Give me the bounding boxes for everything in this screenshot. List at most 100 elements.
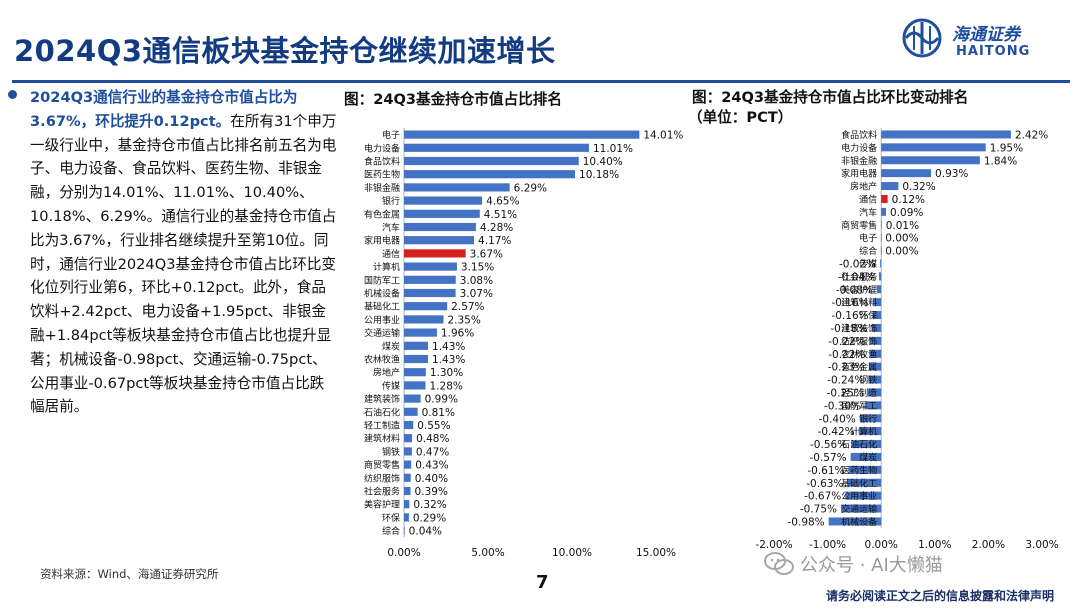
data-label: 0.55% xyxy=(417,420,450,432)
bar xyxy=(851,440,882,449)
data-label: -0.22% xyxy=(828,336,865,348)
axis-tick-label: -1.00% xyxy=(809,539,846,551)
data-label: -0.16% xyxy=(831,297,868,309)
data-label: -0.42% xyxy=(818,426,855,438)
category-label: 环保 xyxy=(859,310,877,322)
data-label: 11.01% xyxy=(593,143,633,155)
bar xyxy=(850,452,882,461)
data-label: 0.00% xyxy=(885,246,918,258)
data-label: 3.08% xyxy=(460,275,493,287)
category-label: 医药生物 xyxy=(364,169,400,181)
bar xyxy=(868,362,882,371)
category-label: 美容护理 xyxy=(841,284,877,296)
data-label: -0.16% xyxy=(831,310,868,322)
data-label: 1.43% xyxy=(432,341,465,353)
category-label: 纺织服饰 xyxy=(364,472,400,484)
bar xyxy=(841,504,882,513)
data-label: -0.57% xyxy=(809,452,846,464)
bar xyxy=(404,394,421,403)
axis-tick-label: 3.00% xyxy=(1025,539,1058,551)
data-label: -0.63% xyxy=(806,478,843,490)
bar xyxy=(881,130,1011,139)
data-label: 1.96% xyxy=(441,328,474,340)
bar xyxy=(872,311,882,320)
data-label: 0.32% xyxy=(902,181,935,193)
bar xyxy=(881,207,887,216)
logo-chinese-name: 海通证券 xyxy=(952,25,1020,45)
category-label: 通信 xyxy=(859,193,877,205)
data-label: 0.93% xyxy=(935,168,968,180)
category-label: 非银金融 xyxy=(364,182,400,194)
category-label: 煤炭 xyxy=(859,451,877,463)
category-label: 煤炭 xyxy=(382,340,400,352)
bar xyxy=(404,302,448,311)
data-label: 0.12% xyxy=(892,194,925,206)
data-label: 14.01% xyxy=(643,130,683,142)
category-label: 计算机 xyxy=(373,261,400,273)
bar xyxy=(404,315,444,324)
legal-disclaimer: 请务必阅读正文之后的信息披露和法律声明 xyxy=(826,589,1055,603)
watermark-text: 公众号 · AI大懒猫 xyxy=(800,555,943,576)
bar xyxy=(404,486,411,496)
data-label: 3.15% xyxy=(461,262,494,274)
category-label: 电力设备 xyxy=(841,142,877,154)
bar xyxy=(404,460,412,469)
category-label: 汽车 xyxy=(859,206,877,218)
data-label: 1.95% xyxy=(990,142,1023,154)
holding-share-chart: 电子 14.01% 电力设备 11.01% 食品饮料 10.40% 医药生物 10.18% 非银… xyxy=(364,128,683,559)
bar xyxy=(881,194,888,203)
category-label: 电子 xyxy=(859,232,877,244)
data-label: 0.47% xyxy=(416,446,449,458)
summary-lead: 2024Q3通信行业的基金持仓市值占比为3.67%，环比提升0.12pct。 xyxy=(30,89,298,130)
bar xyxy=(871,323,882,332)
bar xyxy=(404,275,456,284)
bar xyxy=(867,388,882,397)
logo-english-name: HAITONG xyxy=(956,44,1031,59)
category-label: 银行 xyxy=(859,413,877,425)
bar xyxy=(404,473,411,482)
axis-tick-label: 0.00% xyxy=(865,539,898,551)
category-label: 国防军工 xyxy=(364,274,400,286)
bullet-icon xyxy=(8,90,17,99)
bar xyxy=(404,447,412,456)
category-label: 公用事业 xyxy=(841,490,877,502)
axis-tick-label: 1.00% xyxy=(918,539,951,551)
data-label: -0.04% xyxy=(838,271,875,283)
category-label: 建筑装饰 xyxy=(364,393,400,405)
data-label: -0.24% xyxy=(827,375,864,387)
category-label: 轻工制造 xyxy=(364,420,400,432)
axis-tick-label: 0.00% xyxy=(387,547,420,559)
bar xyxy=(881,156,980,165)
data-label: 0.99% xyxy=(425,394,458,406)
category-label: 建筑材料 xyxy=(841,297,877,309)
summary-body: 在所有31个申万一级行业中，基金持仓市值占比排名前五名为电子、电力设备、食品饮料… xyxy=(30,112,337,416)
category-label: 农林牧渔 xyxy=(841,348,877,360)
axis-tick-label: 10.00% xyxy=(552,547,592,559)
bar xyxy=(847,478,882,487)
bar xyxy=(869,349,882,358)
data-label: 0.39% xyxy=(415,486,448,498)
bar xyxy=(404,500,410,509)
bar xyxy=(872,298,882,307)
bar xyxy=(404,341,429,350)
data-label: 4.17% xyxy=(478,235,511,247)
page-number: 7 xyxy=(536,572,549,593)
page-title: 2024Q3通信板块基金持仓继续加速增长 xyxy=(14,34,556,68)
source-note: 资料来源：Wind、海通证券研究所 xyxy=(40,567,219,581)
summary-paragraph: 2024Q3通信行业的基金持仓市值占比为3.67%，环比提升0.12pct。在所… xyxy=(8,86,338,419)
category-label: 传媒 xyxy=(859,258,877,270)
data-label: 2.35% xyxy=(447,314,480,326)
data-label: -0.56% xyxy=(810,439,847,451)
bar xyxy=(881,143,986,152)
data-label: 1.30% xyxy=(430,367,463,379)
category-label: 食品饮料 xyxy=(841,129,877,141)
data-label: 0.29% xyxy=(413,512,446,524)
data-label: -0.30% xyxy=(824,400,861,412)
bar xyxy=(848,465,882,474)
axis-tick-label: 2.00% xyxy=(972,539,1005,551)
category-label: 石油石化 xyxy=(841,439,877,451)
bar xyxy=(881,169,932,178)
bar xyxy=(876,285,882,294)
category-label: 综合 xyxy=(859,245,877,257)
bar xyxy=(881,182,899,191)
